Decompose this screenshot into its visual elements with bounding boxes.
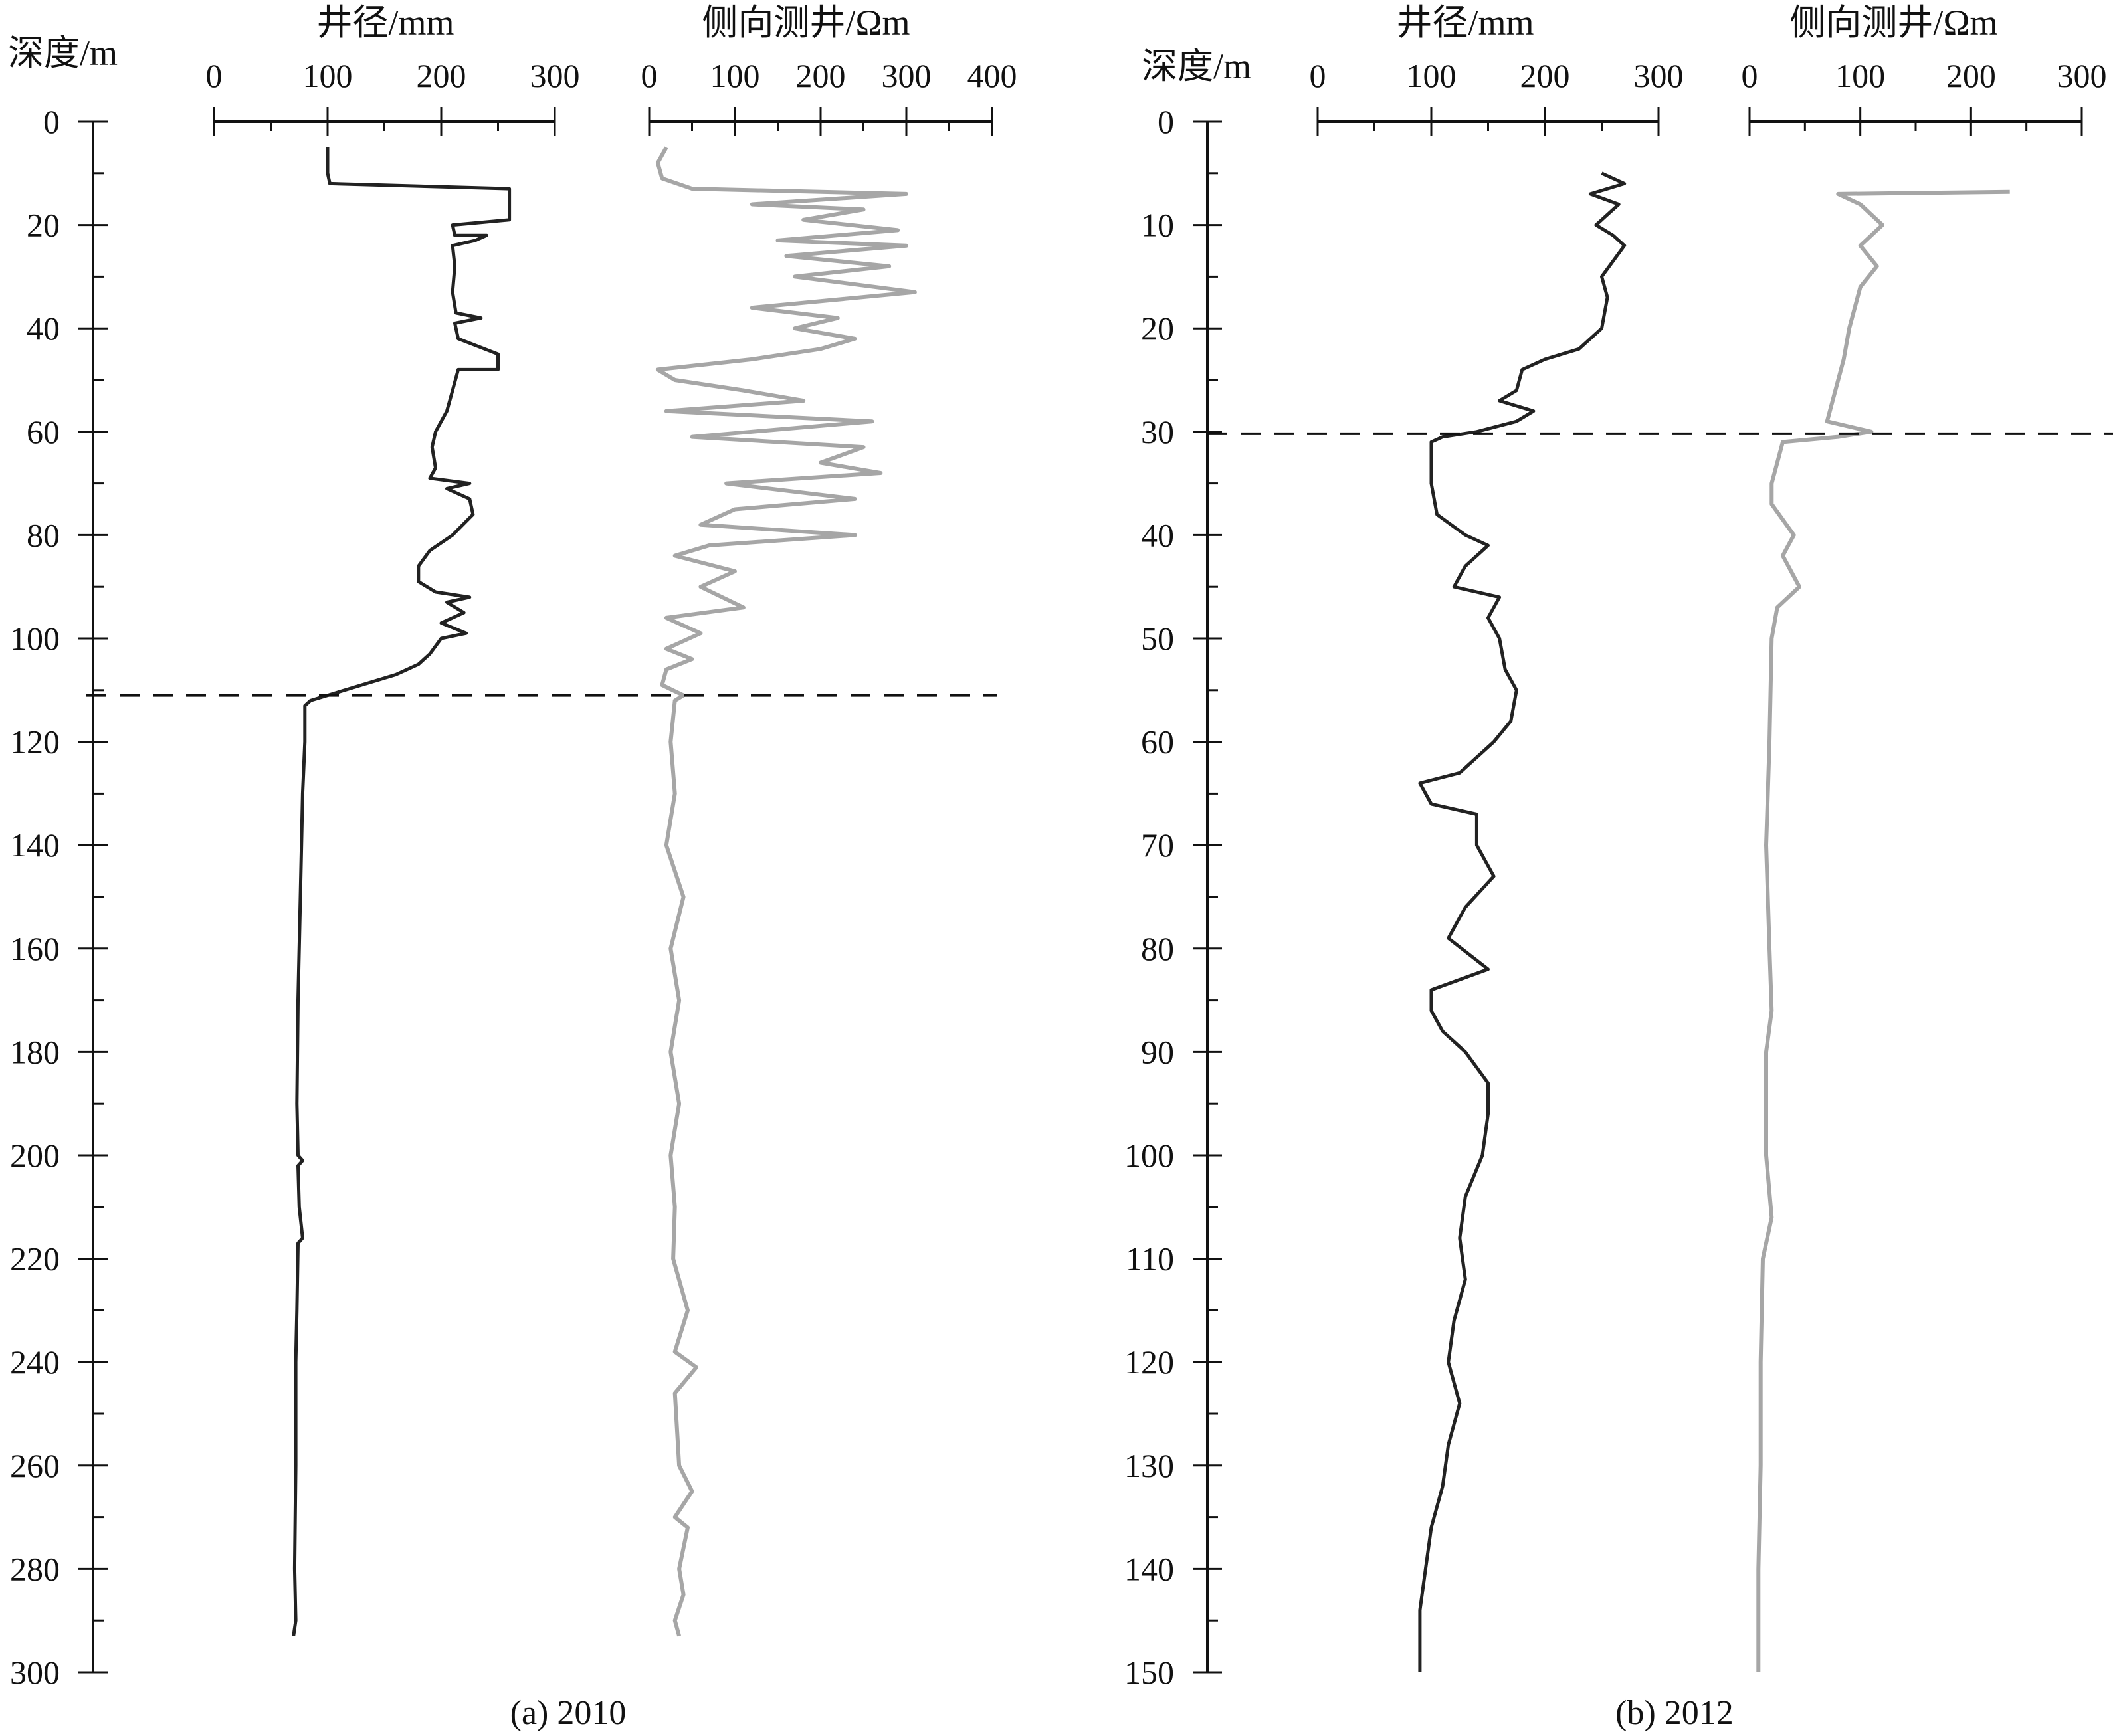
caliper-tick-label: 0 (1310, 57, 1326, 94)
depth-tick-label: 40 (27, 310, 60, 347)
depth-tick-label: 180 (10, 1033, 60, 1070)
resistivity-curve (1756, 189, 2010, 1672)
resistivity-curve (655, 146, 917, 1637)
caliper-tick-label: 0 (206, 57, 223, 94)
panel-a-curves (86, 146, 997, 1637)
depth-tick-label: 200 (10, 1137, 60, 1174)
depth-tick-label: 20 (1141, 310, 1174, 347)
depth-tick-label: 70 (1141, 826, 1174, 864)
panel-a-axes: 0 20 40 60 80 100 120 140 160 180 200 220 240 260 280 3… (10, 57, 1017, 1691)
depth-tick-label: 80 (27, 516, 60, 553)
depth-tick-label: 50 (1141, 620, 1174, 657)
depth-tick-label: 160 (10, 930, 60, 967)
depth-axis-title: 深度/m (8, 33, 118, 73)
resistivity-tick-label: 300 (2057, 57, 2107, 94)
caliper-curve (292, 147, 512, 1636)
caliper-tick-label: 200 (1520, 57, 1570, 94)
caliper-tick-label: 300 (530, 57, 580, 94)
depth-tick-label: 90 (1141, 1033, 1174, 1070)
resistivity-axis-title: 侧向测井/Ωm (702, 3, 910, 43)
panel-b-curves (1207, 171, 2113, 1672)
depth-tick-label: 140 (10, 826, 60, 864)
depth-tick-label: 60 (27, 413, 60, 450)
resistivity-tick-label: 0 (1742, 57, 1758, 94)
depth-tick-label: 100 (10, 620, 60, 657)
depth-tick-label: 80 (1141, 930, 1174, 967)
depth-tick-label: 20 (27, 207, 60, 244)
resistivity-tick-label: 100 (1835, 57, 1885, 94)
depth-tick-label: 30 (1141, 413, 1174, 450)
depth-tick-label: 120 (10, 723, 60, 761)
depth-tick-label: 10 (1141, 207, 1174, 244)
caliper-tick-label: 100 (1407, 57, 1457, 94)
panel-caption: (a) 2010 (510, 1694, 627, 1732)
resistivity-tick-label: 100 (710, 57, 760, 94)
resistivity-tick-label: 200 (796, 57, 846, 94)
depth-tick-label: 40 (1141, 516, 1174, 553)
depth-tick-label: 300 (10, 1654, 60, 1691)
resistivity-tick-label: 300 (882, 57, 932, 94)
panel-b-axes: 0 10 20 30 40 50 60 70 80 90 100 110 120 130 140 150 0 10… (1124, 57, 2107, 1691)
depth-tick-label: 140 (1124, 1550, 1174, 1587)
caliper-tick-label: 100 (303, 57, 353, 94)
depth-tick-label: 150 (1124, 1654, 1174, 1691)
depth-tick-label: 100 (1124, 1137, 1174, 1174)
resistivity-tick-label: 200 (1946, 57, 1996, 94)
resistivity-tick-label: 400 (967, 57, 1017, 94)
resistivity-tick-label: 0 (641, 57, 658, 94)
depth-tick-label: 220 (10, 1240, 60, 1278)
caliper-axis-title: 井径/mm (316, 3, 454, 43)
depth-tick-label: 110 (1126, 1240, 1174, 1278)
caliper-curve (1418, 171, 1627, 1672)
depth-axis-title: 深度/m (1142, 47, 1251, 86)
depth-tick-label: 60 (1141, 723, 1174, 761)
depth-tick-label: 130 (1124, 1447, 1174, 1484)
caliper-tick-label: 200 (417, 57, 466, 94)
depth-tick-label: 280 (10, 1550, 60, 1587)
depth-tick-label: 0 (1158, 103, 1174, 140)
depth-tick-label: 240 (10, 1343, 60, 1381)
resistivity-axis-title: 侧向测井/Ωm (1789, 3, 1997, 43)
caliper-tick-label: 300 (1634, 57, 1684, 94)
panel-caption: (b) 2012 (1615, 1694, 1734, 1732)
depth-tick-label: 260 (10, 1447, 60, 1484)
depth-tick-label: 120 (1124, 1343, 1174, 1381)
caliper-axis-title: 井径/mm (1396, 3, 1534, 43)
panel-2010: 深度/m 井径/mm 侧向测井/Ωm 0 20 40 60 80 100 120 140 160… (8, 3, 1017, 1732)
panel-2012: 深度/m 井径/mm 侧向测井/Ωm 0 10 20 30 40 50 60 70 80 90 10… (1124, 3, 2113, 1732)
depth-tick-label: 0 (43, 103, 60, 140)
